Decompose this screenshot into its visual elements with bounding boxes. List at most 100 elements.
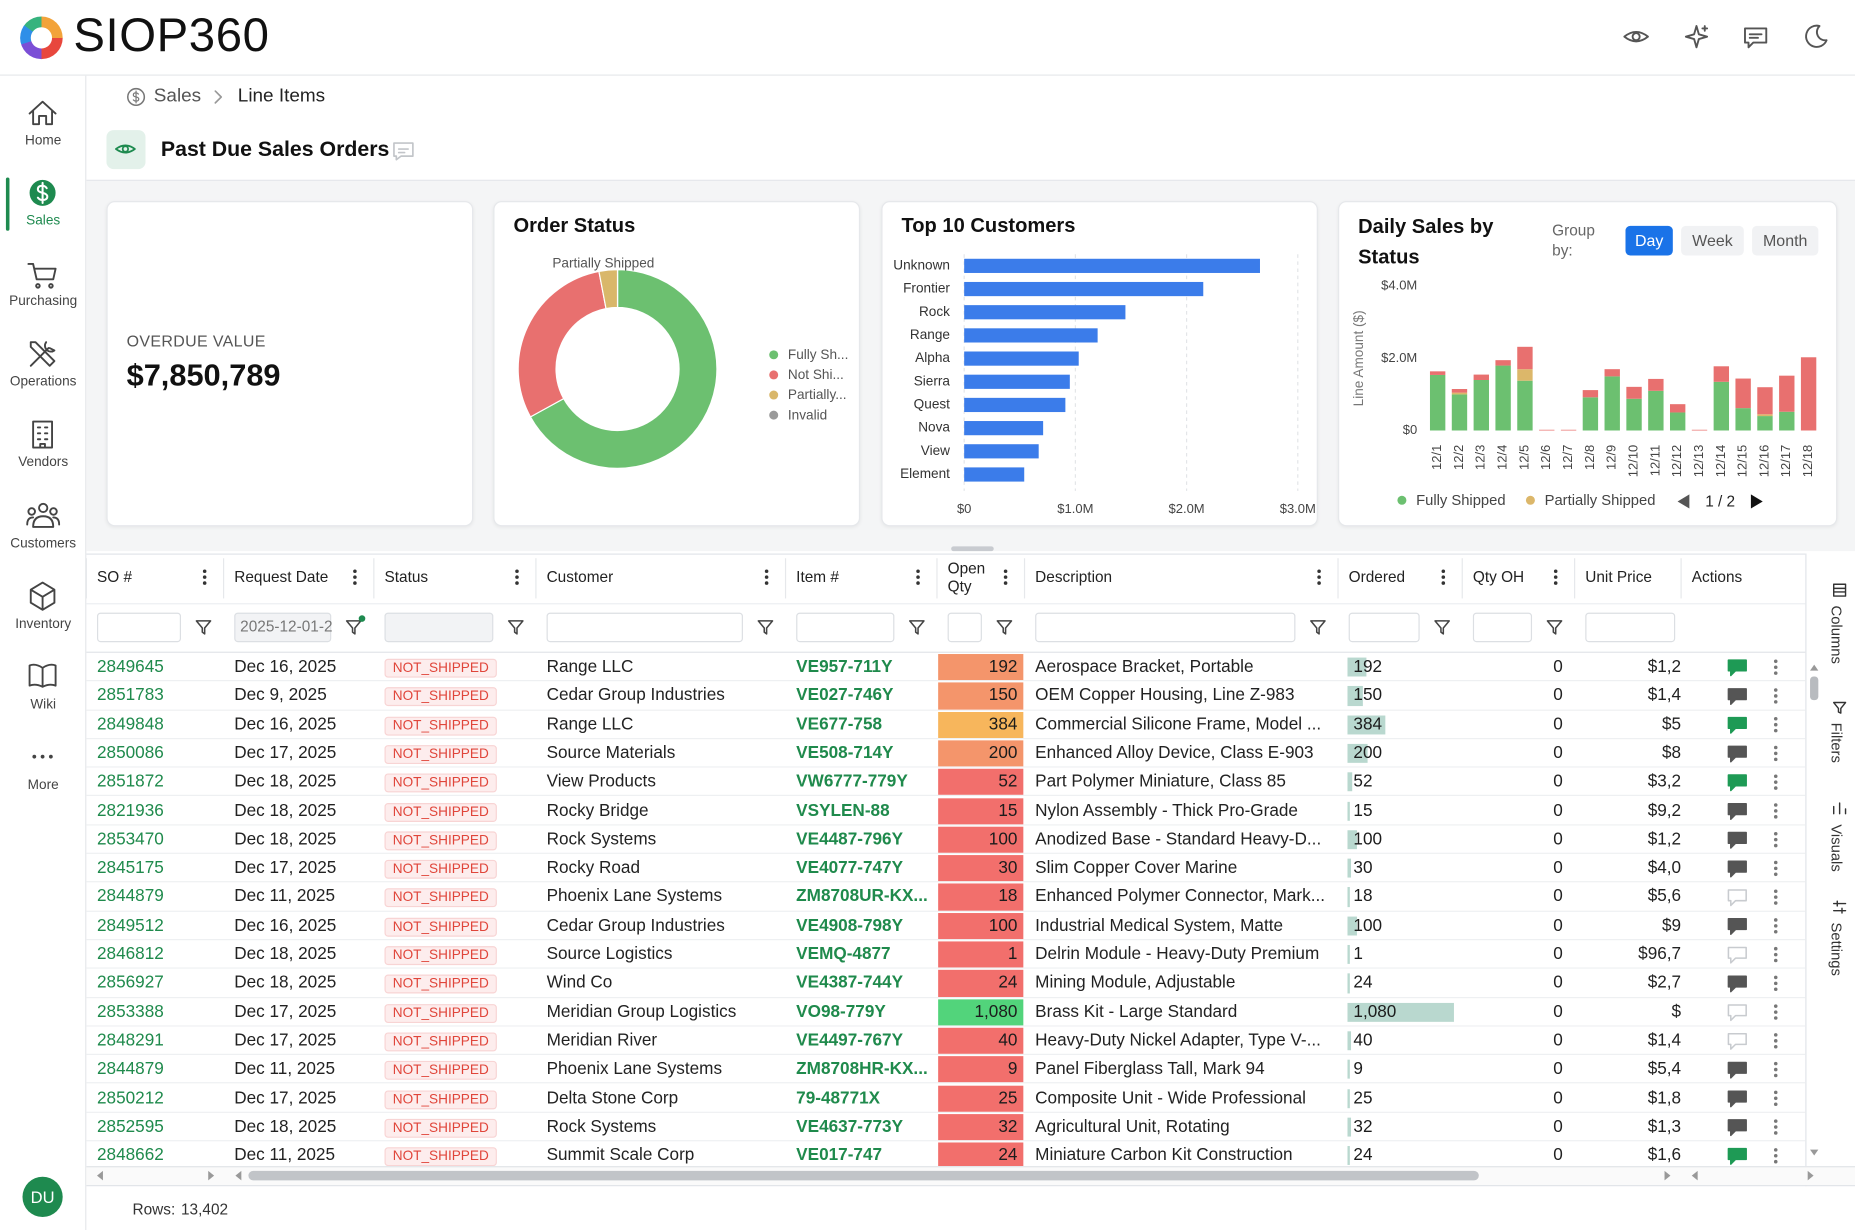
group-by-button[interactable]: Month (1752, 226, 1818, 256)
so-link[interactable]: 2849512 (97, 911, 220, 939)
status-badge: NOT_SHIPPED (384, 831, 497, 850)
side-tab[interactable]: Filters (1828, 723, 1845, 763)
nav-label[interactable]: Vendors (0, 456, 86, 470)
so-link[interactable]: 2848662 (97, 1141, 220, 1166)
so-link[interactable]: 2848291 (97, 1026, 220, 1054)
filter-input[interactable] (384, 613, 493, 643)
column-header[interactable]: SO # (97, 568, 199, 586)
nav-label[interactable]: Sales (0, 214, 86, 228)
cell-text[interactable]: VE677-758 (796, 710, 933, 738)
column-header[interactable]: Actions (1692, 568, 1781, 586)
ordered-bar (1347, 1117, 1350, 1136)
top-customers-card (881, 201, 1318, 526)
column-header[interactable]: Item # (796, 568, 912, 586)
nav-label[interactable]: Purchasing (0, 295, 86, 309)
side-tab[interactable]: Settings (1828, 922, 1845, 975)
cell-text[interactable]: VE027-746Y (796, 682, 933, 710)
status-badge: NOT_SHIPPED (384, 745, 497, 764)
group-by-button[interactable]: Week (1681, 226, 1744, 256)
so-link[interactable]: 2846812 (97, 940, 220, 968)
column-header[interactable]: Qty OH (1473, 568, 1550, 586)
cell-text[interactable]: VE4077-747Y (796, 854, 933, 882)
view-toggle[interactable] (106, 130, 145, 169)
avatar[interactable]: DU (22, 1177, 62, 1217)
v-scroll-thumb[interactable] (1810, 676, 1818, 700)
filter-value[interactable]: 2025-12-01-2 (240, 617, 337, 635)
h-scroll-thumb[interactable] (248, 1171, 1478, 1180)
cell-text[interactable]: VE017-747 (796, 1141, 933, 1166)
nav-label[interactable]: More (0, 778, 86, 792)
cell-text[interactable]: VE4387-744Y (796, 969, 933, 997)
cell-text[interactable]: VE957-711Y (796, 653, 933, 681)
cell-text: 0 (1462, 1026, 1563, 1054)
so-link[interactable]: 2851872 (97, 768, 220, 796)
cell-text[interactable]: VE4637-773Y (796, 1113, 933, 1141)
group-by-button[interactable]: Day (1625, 226, 1672, 256)
cell-text: Range LLC (547, 710, 782, 738)
filter-input[interactable] (1473, 613, 1532, 643)
row-count-label: Rows: (133, 1200, 176, 1218)
brand: SIOP360 (73, 9, 269, 62)
nav-label[interactable]: Operations (0, 375, 86, 389)
cell-text[interactable]: VE4908-798Y (796, 911, 933, 939)
cell-text[interactable]: VE4487-796Y (796, 825, 933, 853)
so-link[interactable]: 2850086 (97, 739, 220, 767)
nav-label[interactable]: Inventory (0, 617, 86, 631)
so-link[interactable]: 2844879 (97, 883, 220, 911)
nav-label[interactable]: Home (0, 134, 86, 148)
so-link[interactable]: 2845175 (97, 854, 220, 882)
nav-label[interactable]: Customers (0, 536, 86, 550)
cell-text[interactable]: VE508-714Y (796, 739, 933, 767)
so-link[interactable]: 2844879 (97, 1055, 220, 1083)
cell-text: $4,0 (1575, 854, 1681, 882)
filter-input[interactable] (1035, 613, 1295, 643)
cell-text: 0 (1462, 710, 1563, 738)
cell-text[interactable]: 79-48771X (796, 1084, 933, 1112)
cell-text[interactable]: VW6777-779Y (796, 768, 933, 796)
so-link[interactable]: 2821936 (97, 797, 220, 825)
filter-input[interactable] (1585, 613, 1675, 643)
nav-label[interactable]: Wiki (0, 697, 86, 711)
cell-text[interactable]: ZM8708HR-KX... (796, 1055, 933, 1083)
open-qty: 384 (937, 710, 1017, 738)
column-header[interactable]: Customer (547, 568, 761, 586)
column-header[interactable]: Open Qty (948, 559, 991, 594)
column-header[interactable]: Description (1035, 568, 1313, 586)
so-link[interactable]: 2853470 (97, 825, 220, 853)
breadcrumb-item[interactable]: Sales (154, 86, 201, 107)
open-qty: 24 (937, 969, 1017, 997)
column-header[interactable]: Request Date (234, 568, 349, 586)
cell-text: Dec 17, 2025 (234, 998, 370, 1026)
cell-text: Dec 18, 2025 (234, 940, 370, 968)
cell-text[interactable]: VEMQ-4877 (796, 940, 933, 968)
filter-input[interactable] (1349, 613, 1420, 643)
so-link[interactable]: 2849645 (97, 653, 220, 681)
filter-input[interactable] (796, 613, 894, 643)
cell-text[interactable]: VO98-779Y (796, 998, 933, 1026)
filter-input[interactable] (97, 613, 181, 643)
resize-handle[interactable] (951, 546, 994, 551)
column-header[interactable]: Ordered (1349, 568, 1438, 586)
so-link[interactable]: 2853388 (97, 998, 220, 1026)
so-link[interactable]: 2849848 (97, 710, 220, 738)
so-link[interactable]: 2851783 (97, 682, 220, 710)
cell-text: 0 (1462, 998, 1563, 1026)
side-tab[interactable]: Visuals (1828, 824, 1845, 871)
so-link[interactable]: 2852595 (97, 1113, 220, 1141)
page-title: Past Due Sales Orders (161, 137, 389, 162)
status-badge: NOT_SHIPPED (384, 946, 497, 965)
so-link[interactable]: 2850212 (97, 1084, 220, 1112)
cell-text[interactable]: VSYLEN-88 (796, 797, 933, 825)
breadcrumb-icon (128, 89, 145, 106)
cell-text: $5,6 (1575, 883, 1681, 911)
column-header[interactable]: Status (384, 568, 511, 586)
open-qty: 25 (937, 1084, 1017, 1112)
filter-input[interactable] (547, 613, 743, 643)
filter-input[interactable] (948, 613, 982, 643)
side-tab[interactable]: Columns (1828, 606, 1845, 664)
cell-text[interactable]: VE4497-767Y (796, 1026, 933, 1054)
status-badge: NOT_SHIPPED (384, 1119, 497, 1138)
cell-text[interactable]: ZM8708UR-KX... (796, 883, 933, 911)
column-header[interactable]: Unit Price (1585, 568, 1656, 586)
so-link[interactable]: 2856927 (97, 969, 220, 997)
